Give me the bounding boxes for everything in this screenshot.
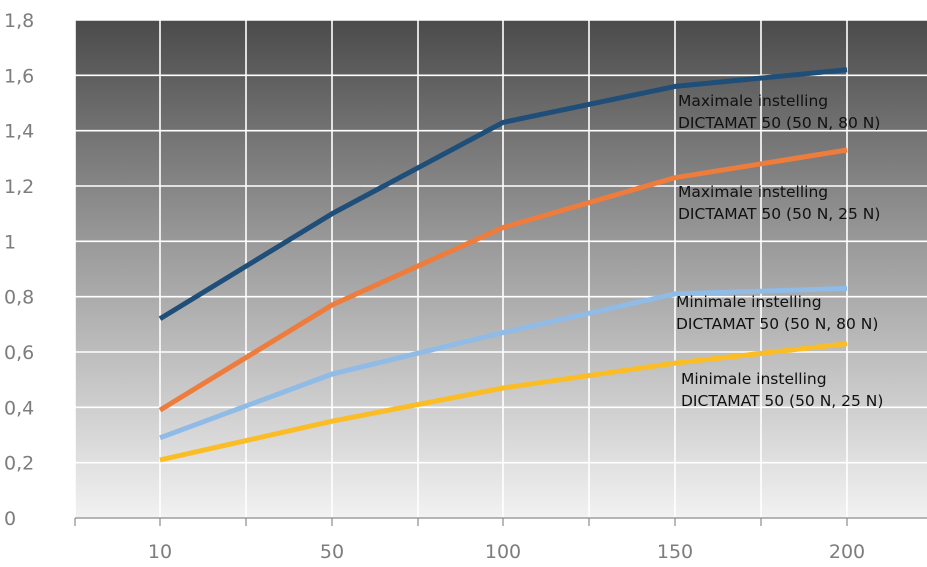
series-line-3 — [159, 285, 848, 441]
axes — [74, 517, 927, 526]
series-label-2: Maximale instelling DICTAMAT 50 (50 N, 25… — [678, 183, 880, 223]
series-line-2 — [158, 147, 848, 413]
series-label-1: Maximale instelling DICTAMAT 50 (50 N, 80… — [678, 92, 880, 132]
y-tick-label: 1,6 — [4, 65, 34, 87]
y-tick-label: 1 — [4, 231, 16, 253]
series-line-1 — [158, 67, 848, 321]
y-tick-label: 0 — [4, 508, 16, 530]
y-tick-label: 1,4 — [4, 121, 34, 143]
x-tick-label: 50 — [320, 541, 344, 563]
x-axis-tick-labels: 10 50 100 150 200 — [148, 541, 865, 563]
series-label-3: Minimale instelling DICTAMAT 50 (50 N, 80… — [676, 293, 878, 333]
y-tick-label: 0,2 — [4, 453, 34, 475]
plot-background — [75, 20, 927, 518]
x-tick-label: 100 — [485, 541, 521, 563]
x-tick-label: 200 — [829, 541, 865, 563]
y-tick-label: 1,8 — [4, 10, 34, 32]
series-line-4 — [159, 341, 848, 463]
series-label-4: Minimale instelling DICTAMAT 50 (50 N, 25… — [681, 370, 883, 410]
y-tick-label: 1,2 — [4, 176, 34, 198]
series-lines — [158, 67, 848, 463]
series-labels: Maximale instelling DICTAMAT 50 (50 N, 80… — [676, 92, 883, 410]
x-tick-label: 10 — [148, 541, 172, 563]
y-tick-label: 0,6 — [4, 342, 34, 364]
y-tick-label: 0,4 — [4, 397, 34, 419]
x-tick-label: 150 — [657, 541, 693, 563]
y-axis-tick-labels: 0 0,2 0,4 0,6 0,8 1 1,2 1,4 1,6 1,8 — [4, 10, 34, 530]
y-tick-label: 0,8 — [4, 287, 34, 309]
